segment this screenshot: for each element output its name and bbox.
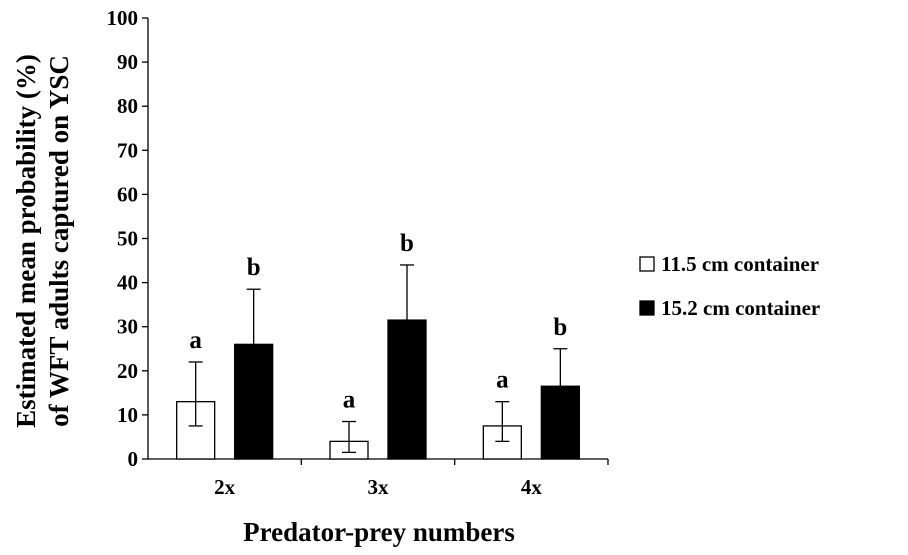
y-tick-label: 80 [117,94,138,118]
y-tick-label: 40 [117,271,138,295]
bar-small-container-2x [176,401,216,460]
y-axis-title-line2: of WFT adults captured on YSC [44,55,74,427]
bar-large-container-3x [387,319,427,460]
significance-letter: b [400,230,414,257]
y-axis-title: Estimated mean probability (%) of WFT ad… [11,54,74,428]
x-tick-label: 2x [214,475,236,499]
bar-large-container-2x [234,343,274,460]
y-tick-label: 10 [117,403,138,427]
y-tick-label: 60 [117,182,138,206]
y-tick-label: 70 [117,138,138,162]
significance-letter: b [553,314,567,341]
legend-label-small-container: 11.5 cm container [661,252,819,276]
y-tick-label: 100 [107,6,139,30]
x-tick-label: 4x [521,475,543,499]
legend-swatch-large-container [639,300,655,316]
x-tick-label: 3x [368,475,390,499]
y-tick-label: 0 [128,447,139,471]
y-tick-label: 30 [117,315,138,339]
y-tick-label: 90 [117,50,138,74]
significance-letter: a [343,387,356,414]
y-tick-label: 50 [117,227,138,251]
significance-letter: a [189,327,202,354]
significance-letter: b [247,254,261,281]
legend-swatch-small-container [639,256,655,272]
y-axis-title-line1: Estimated mean probability (%) [11,54,41,428]
significance-letter: a [496,367,509,394]
bar-large-container-4x [540,385,580,460]
x-axis-title: Predator-prey numbers [243,517,515,547]
y-tick-label: 20 [117,359,138,383]
legend-label-large-container: 15.2 cm container [661,296,820,320]
